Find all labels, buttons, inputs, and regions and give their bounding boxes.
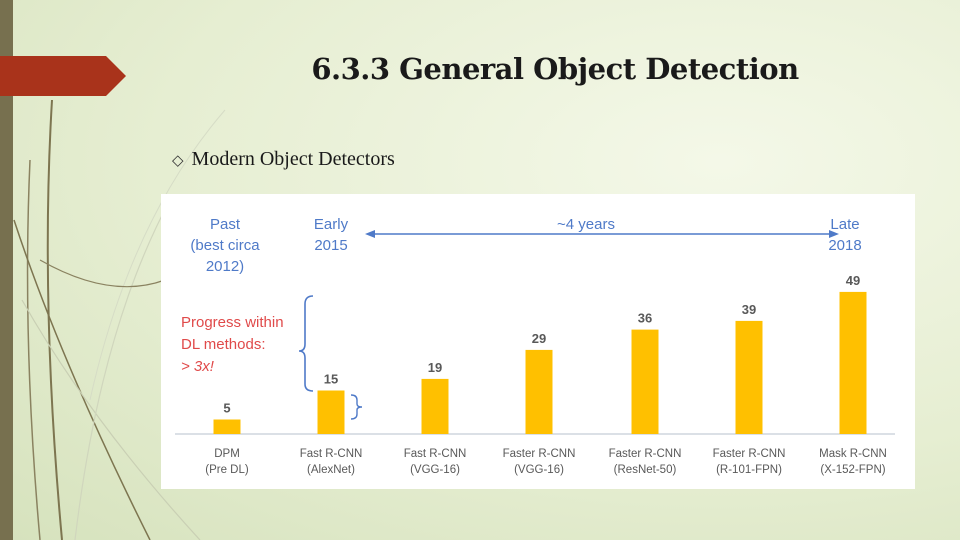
value-label-5: 39	[742, 302, 756, 317]
category-sublabel-5: (R-101-FPN)	[716, 464, 782, 476]
bullet-item: ◇ Modern Object Detectors	[172, 148, 395, 171]
timeline-arrow-right-head	[829, 230, 839, 238]
category-sublabel-1: (AlexNet)	[307, 464, 355, 476]
left-accent-strip	[0, 0, 13, 540]
diamond-bullet-icon: ◇	[172, 151, 184, 169]
value-label-4: 36	[638, 311, 652, 326]
chart-panel: 5 DPM (Pre DL) 15 Fast R-CNN (AlexNet) 19 Fast …	[161, 194, 915, 489]
category-sublabel-6: (X-152-FPN)	[820, 464, 885, 476]
title-arrow-shape	[0, 56, 126, 96]
category-label-0: DPM	[214, 448, 240, 460]
past-label-0: Past	[210, 216, 241, 233]
bar-1	[317, 390, 345, 434]
category-sublabel-2: (VGG-16)	[410, 464, 460, 476]
past-label-2: 2012)	[206, 258, 244, 275]
category-label-6: Mask R-CNN	[819, 448, 887, 460]
category-sublabel-3: (VGG-16)	[514, 464, 564, 476]
detection-progress-chart: 5 DPM (Pre DL) 15 Fast R-CNN (AlexNet) 19 Fast …	[175, 216, 895, 476]
value-label-0: 5	[223, 401, 230, 416]
value-label-1: 15	[324, 372, 338, 387]
category-sublabel-0: (Pre DL)	[205, 464, 249, 476]
category-sublabel-4: (ResNet-50)	[614, 464, 677, 476]
progress-brace-large	[298, 295, 314, 392]
category-label-3: Faster R-CNN	[503, 448, 576, 460]
progress-label-0: Progress within	[181, 314, 284, 331]
progress-label-1: DL methods:	[181, 336, 266, 353]
category-label-1: Fast R-CNN	[300, 448, 363, 460]
value-label-6: 49	[846, 273, 860, 288]
late-label-0: Late	[830, 216, 859, 233]
bar-6	[839, 291, 867, 434]
bar-4	[631, 329, 659, 434]
early-label-0: Early	[314, 216, 349, 233]
timeline-arrow-left-head	[365, 230, 375, 238]
bullet-text: Modern Object Detectors	[191, 148, 395, 170]
progress-label-2: > 3x!	[181, 358, 215, 375]
early-label-1: 2015	[314, 237, 347, 254]
bar-2	[421, 378, 449, 434]
slide-title: 6.3.3 General Object Detection	[311, 52, 799, 86]
span-label: ~4 years	[557, 216, 615, 233]
category-label-4: Faster R-CNN	[609, 448, 682, 460]
category-label-2: Fast R-CNN	[404, 448, 467, 460]
bar-3	[525, 349, 553, 434]
late-label-1: 2018	[828, 237, 861, 254]
bar-5	[735, 320, 763, 434]
category-label-5: Faster R-CNN	[713, 448, 786, 460]
value-label-2: 19	[428, 360, 442, 375]
bar-0	[213, 419, 241, 434]
value-label-3: 29	[532, 331, 546, 346]
past-label-1: (best circa	[190, 237, 260, 254]
progress-brace-small	[350, 394, 363, 420]
